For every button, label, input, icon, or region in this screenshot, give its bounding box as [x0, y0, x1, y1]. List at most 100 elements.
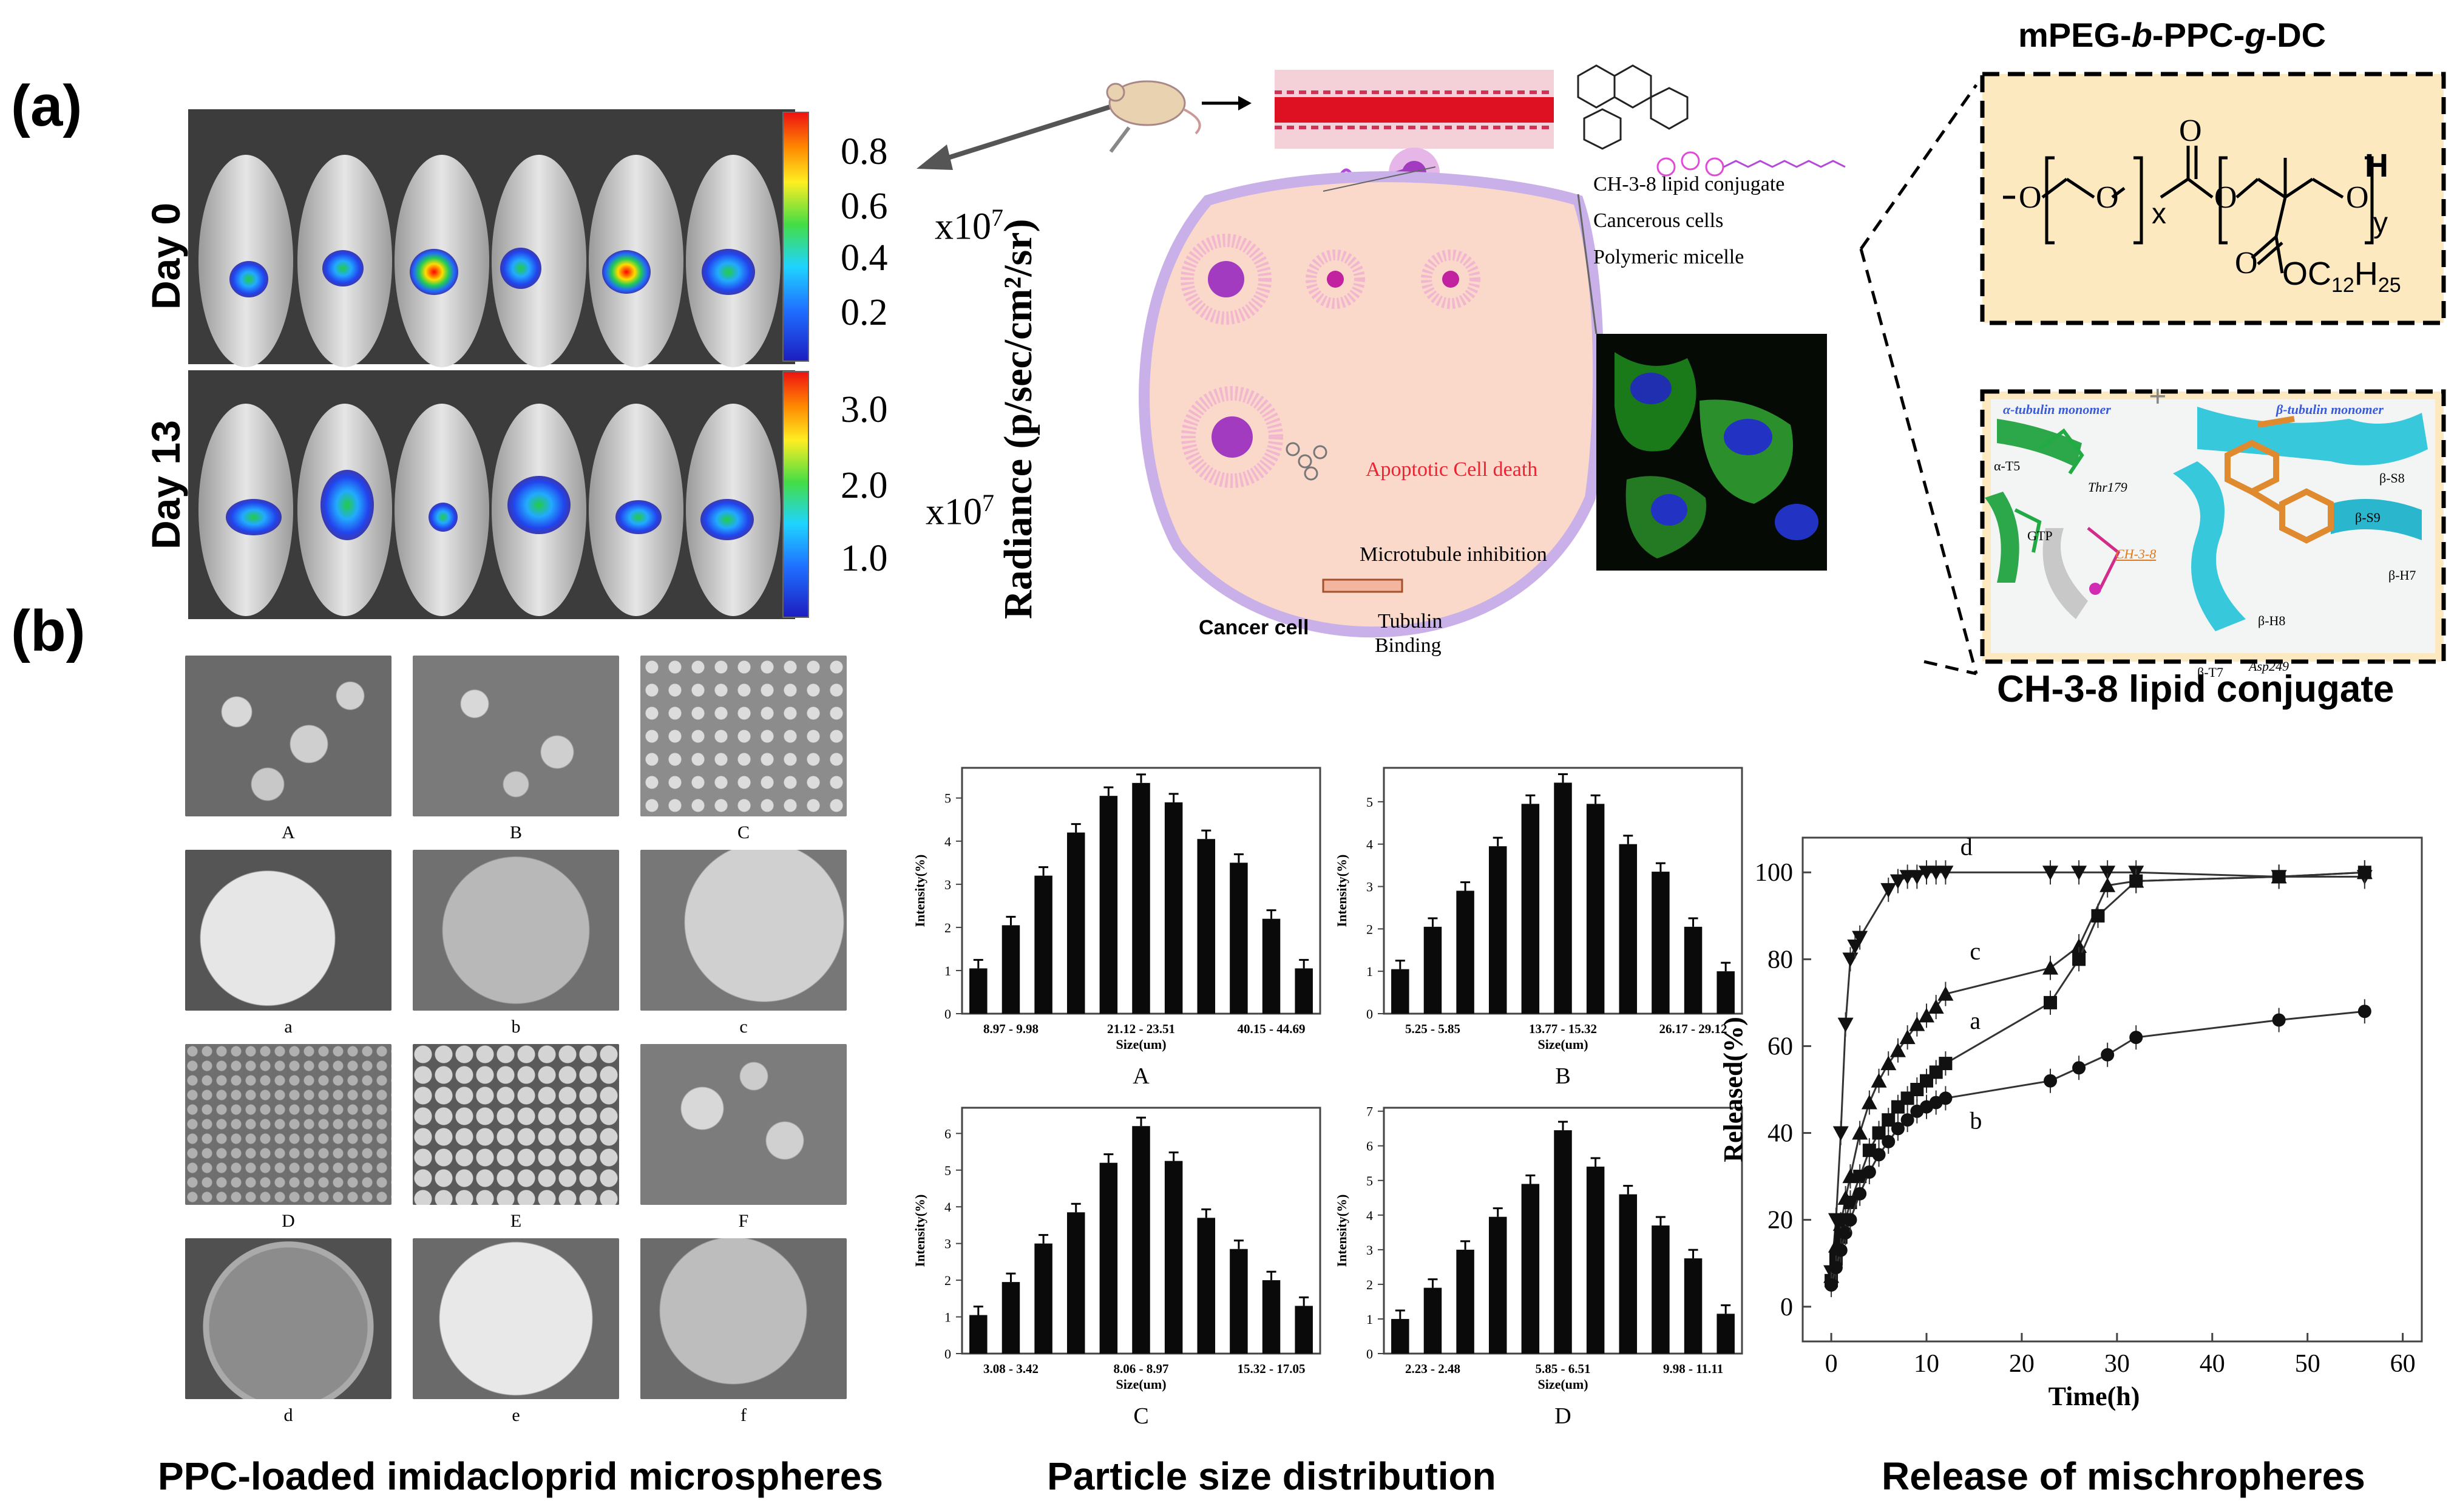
- y-tick-label: 6: [1366, 1139, 1373, 1154]
- point-b: [1834, 1243, 1848, 1257]
- polymer-title: mPEG-b-PPC-g-DC: [2018, 16, 2327, 54]
- point-a: [2091, 909, 2105, 923]
- point-b: [1843, 1213, 1857, 1227]
- point-b: [1825, 1278, 1839, 1292]
- bar: [1423, 926, 1442, 1014]
- x-tick-label: 9.98 - 11.11: [1663, 1361, 1723, 1376]
- point-a: [2272, 870, 2286, 884]
- day13-multiplier: x107: [926, 489, 994, 533]
- point-c: [1871, 1073, 1887, 1088]
- point-a: [2129, 874, 2143, 888]
- point-d: [1852, 931, 1868, 946]
- svg-text:O: O: [2346, 180, 2369, 215]
- point-d: [1837, 1017, 1854, 1032]
- mouse-arrow: [917, 95, 1142, 170]
- bar: [1391, 1318, 1409, 1354]
- sem-image-c: [640, 850, 847, 1011]
- point-b: [2044, 1074, 2057, 1088]
- point-b: [1900, 1113, 1914, 1127]
- dock-label-beta-s9: β-S9: [2355, 510, 2381, 525]
- bar: [1619, 844, 1638, 1014]
- y-tick-label: 2: [944, 1273, 951, 1288]
- binding-label: Binding: [1375, 634, 1442, 657]
- bar: [1001, 1282, 1020, 1354]
- svg-text:O: O: [2179, 114, 2202, 148]
- y-tick-label: 3: [944, 1236, 951, 1252]
- bar: [1488, 846, 1507, 1014]
- bar: [1456, 890, 1474, 1014]
- blood-vessel: [1275, 70, 1554, 149]
- point-b: [1839, 1226, 1852, 1240]
- x-tick-label: 10: [1914, 1350, 1939, 1378]
- sem-image-A: [185, 656, 391, 816]
- day0-colorbar: [782, 112, 809, 362]
- y-tick-label: 5: [1366, 1173, 1373, 1188]
- size-dist-chart-D: 0 1 2 3 4 5 6 7 2.23 - 2.48 5.85 - 6.51 9.98 - 11.…: [1334, 1104, 1743, 1429]
- x-tick-label: 15.32 - 17.05: [1238, 1361, 1306, 1376]
- x-axis-title: Size(um): [1537, 1037, 1588, 1052]
- sem-image-b: [413, 850, 619, 1011]
- x-axis-title: Size(um): [1116, 1037, 1166, 1052]
- point-c: [1928, 999, 1944, 1014]
- y-axis-title: Intensity(%): [1334, 855, 1349, 927]
- bar: [1132, 1126, 1150, 1354]
- bar: [1066, 1212, 1085, 1354]
- bar: [1521, 804, 1540, 1014]
- mouse-icon: [1106, 80, 1201, 153]
- point-c: [1852, 1125, 1868, 1140]
- x-axis-title: Size(um): [1537, 1377, 1588, 1392]
- point-b: [1853, 1187, 1867, 1201]
- x-axis-title: Size(um): [1116, 1377, 1166, 1392]
- bar: [1684, 926, 1703, 1014]
- y-axis-title: Intensity(%): [912, 1195, 927, 1267]
- polymer-structure-panel: O O O O O O +: [1859, 72, 2446, 676]
- point-d: [1842, 952, 1859, 968]
- chart-letter: A: [1133, 1063, 1150, 1089]
- bar: [1652, 1225, 1670, 1354]
- bar: [1586, 1166, 1605, 1354]
- y-tick-label: 5: [944, 791, 951, 806]
- sem-label-E: E: [510, 1211, 522, 1231]
- release-chart: 0 10 20 30 40 50 60 0 20 40 60 80 100 Time(h) Released…: [1718, 833, 2423, 1411]
- bar: [1456, 1249, 1474, 1354]
- point-a: [1872, 1126, 1886, 1140]
- day0-tick-2: 0.4: [841, 237, 888, 279]
- y-tick-label: 4: [1366, 1208, 1373, 1223]
- y-tick-label: 80: [1767, 946, 1793, 974]
- bar: [1034, 1243, 1052, 1354]
- y-tick-label: 3: [944, 877, 951, 892]
- sem-image-F: [640, 1044, 847, 1205]
- y-tick-label: 1: [1366, 964, 1373, 979]
- bar: [1099, 1162, 1118, 1354]
- structure-h: H: [2365, 147, 2388, 184]
- point-d: [2099, 866, 2116, 881]
- bar: [1132, 782, 1150, 1014]
- point-c: [1880, 1056, 1897, 1071]
- bar: [1391, 969, 1409, 1014]
- x-tick-label: 50: [2295, 1350, 2320, 1378]
- chart-letter: C: [1133, 1403, 1148, 1429]
- y-tick-label: 0: [944, 1006, 951, 1022]
- bar: [1423, 1287, 1442, 1354]
- caption-release: Release of mischropheres: [1882, 1454, 2365, 1498]
- x-tick-label: 13.77 - 15.32: [1529, 1022, 1597, 1036]
- y-tick-label: 4: [944, 834, 951, 849]
- y-tick-label: 100: [1755, 859, 1793, 887]
- y-axis-title: Released(%): [1718, 1017, 1748, 1162]
- bar: [1521, 1184, 1540, 1354]
- point-a: [1843, 1196, 1857, 1210]
- dock-label-beta-monomer: β-tubulin monomer: [2276, 402, 2384, 417]
- point-c: [1919, 1008, 1934, 1023]
- x-axis-title: Time(h): [2049, 1381, 2140, 1411]
- caption-size-distribution: Particle size distribution: [1047, 1454, 1496, 1498]
- sem-image-d: [185, 1238, 391, 1399]
- bar: [969, 1315, 988, 1354]
- plus-sign: +: [2149, 379, 2167, 414]
- cancer-cell-body: [1139, 171, 1604, 638]
- point-c: [2042, 960, 2058, 975]
- dock-label-ch38: CH-3-8: [2115, 546, 2157, 561]
- svg-text:O: O: [2214, 180, 2237, 215]
- day0-tick-1: 0.6: [841, 186, 888, 227]
- svg-text:O: O: [2235, 246, 2258, 280]
- point-b: [1829, 1261, 1843, 1275]
